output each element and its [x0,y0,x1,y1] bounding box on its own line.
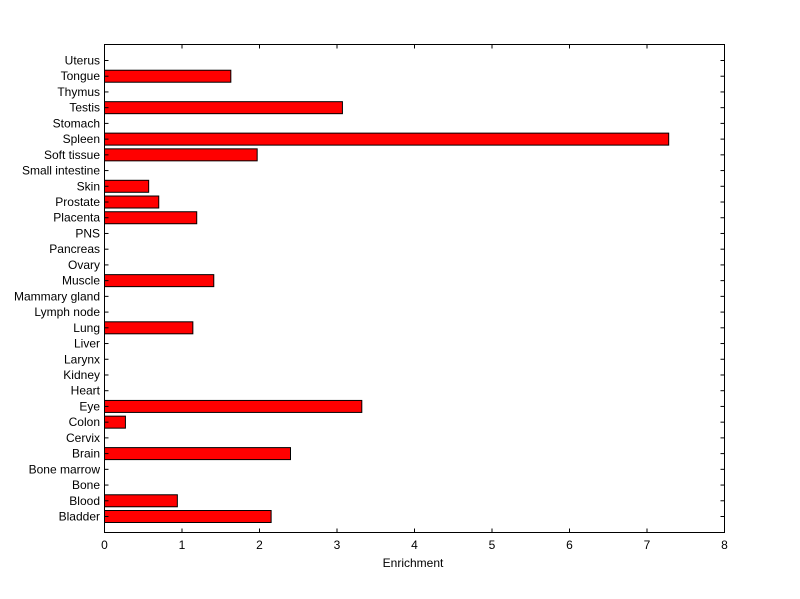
category-label: Ovary [68,258,100,272]
x-tick-label: 1 [179,538,186,552]
ticks-group [104,44,725,533]
bar-spleen [104,132,670,146]
category-label: Stomach [53,116,100,130]
category-label: PNS [75,226,100,240]
category-label: Spleen [63,132,100,146]
category-label: Prostate [55,195,100,209]
category-label: Bone [72,478,100,492]
category-label: Kidney [63,368,100,382]
category-label: Testis [69,101,100,115]
bar-tongue [104,69,232,83]
category-label: Muscle [62,274,100,288]
category-label: Colon [69,415,100,429]
bar-bladder [104,510,272,523]
category-label: Mammary gland [14,289,100,303]
x-tick-labels-group: 0 1 2 3 4 5 6 7 8 [101,538,728,552]
category-label: Eye [79,399,100,413]
bar-blood [104,494,178,508]
category-label: Cervix [66,431,100,445]
category-label: Skin [77,179,100,193]
category-label: Heart [71,384,101,398]
bar-placenta [104,211,198,225]
bar-soft-tissue [104,148,258,162]
category-label: Blood [69,494,100,508]
bar-eye [104,399,363,413]
x-tick-label: 2 [256,538,263,552]
category-label: Soft tissue [44,148,100,162]
category-label: Bone marrow [29,462,101,476]
category-label: Lung [73,321,100,335]
category-label: Bladder [59,510,100,524]
x-tick-label: 0 [101,538,108,552]
x-tick-label: 7 [644,538,651,552]
bar-skin [104,179,150,193]
category-label: Pancreas [49,242,100,256]
bar-testis [104,101,343,115]
plot-area-frame [104,44,725,533]
category-label: Larynx [64,352,100,366]
category-label: Uterus [65,54,100,68]
x-tick-label: 8 [721,538,728,552]
bar-lung [104,321,194,335]
bar-muscle [104,274,215,288]
x-axis-label: Enrichment [383,556,444,570]
category-label: Lymph node [34,305,100,319]
category-label: Thymus [57,85,100,99]
bars-group [104,69,670,523]
category-label: Brain [72,447,100,461]
category-label: Tongue [61,69,101,83]
category-label: Small intestine [22,164,100,178]
x-tick-label: 3 [334,538,341,552]
x-tick-label: 5 [489,538,496,552]
bar-prostate [104,195,160,209]
category-label: Placenta [53,211,100,225]
bar-brain [104,447,291,461]
x-tick-label: 4 [411,538,418,552]
category-label: Liver [74,337,100,351]
x-tick-label: 6 [566,538,573,552]
